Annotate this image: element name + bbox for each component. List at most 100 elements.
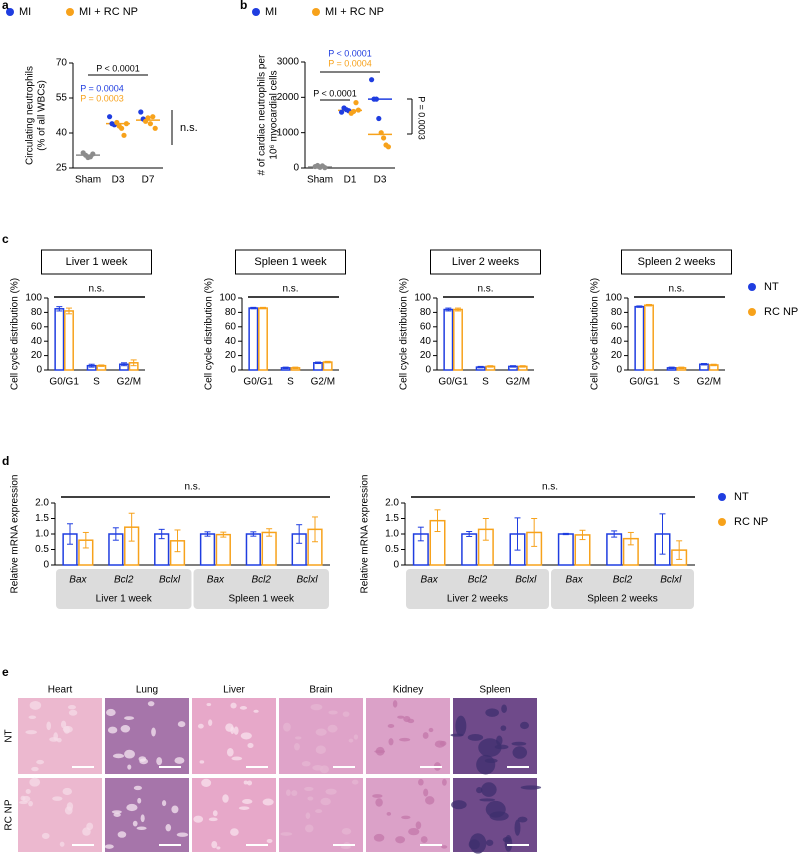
tissue-texture (111, 810, 122, 814)
tissue-texture (216, 846, 221, 850)
tissue-texture (479, 798, 496, 802)
y-tick-label: 0 (43, 560, 49, 571)
tissue-texture (301, 761, 311, 767)
y-tick-label: 20 (611, 350, 623, 361)
column-label: Spleen (479, 685, 510, 696)
histology-image (366, 698, 450, 774)
x-tick-label: Bax (207, 575, 225, 586)
y-tick-label: 1.0 (35, 529, 49, 540)
y-tick-label: 0 (230, 365, 236, 376)
tissue-texture (517, 816, 528, 823)
x-tick-label: Bcl2 (613, 575, 633, 586)
tissue-texture (372, 794, 383, 798)
tissue-texture (420, 836, 428, 844)
data-point (355, 107, 361, 113)
x-tick-label: Bclxl (159, 575, 181, 586)
data-point (373, 96, 379, 102)
tissue-texture (353, 734, 359, 740)
annotation: P = 0.0004 (80, 83, 124, 93)
tissue-texture (439, 740, 447, 746)
annotation: n.s. (477, 284, 493, 295)
tissue-texture (283, 722, 291, 732)
x-tick-label: G2/M (117, 377, 141, 388)
annotation: P = 0.0003 (417, 96, 427, 140)
tissue-texture (31, 766, 39, 772)
tissue-texture (104, 844, 114, 849)
y-tick-label: 20 (31, 350, 43, 361)
tissue-texture (151, 727, 156, 737)
y-tick-label: 80 (611, 307, 623, 318)
annotation: n.s. (180, 122, 198, 134)
tissue-texture (415, 821, 422, 830)
tissue-texture (231, 756, 243, 761)
tissue-texture (387, 724, 395, 728)
y-tick-label: 0 (293, 163, 299, 174)
legend-label: MI + RC NP (79, 6, 138, 18)
y-tick-label: 55 (56, 93, 68, 104)
data-point (351, 108, 357, 115)
x-tick-label: G2/M (311, 377, 335, 388)
tissue-texture (62, 787, 72, 796)
legend-label: RC NP (764, 306, 798, 318)
panel-label: e (2, 665, 9, 679)
bar (443, 308, 454, 371)
tissue-texture (484, 758, 498, 764)
bar (557, 533, 574, 566)
tissue-texture (25, 730, 38, 735)
data-point (369, 77, 375, 83)
bar (606, 533, 623, 566)
tissue-texture (310, 703, 323, 711)
bar (644, 304, 654, 371)
tissue-texture (342, 711, 350, 717)
tissue-texture (113, 812, 121, 817)
x-tick-label: Bax (69, 575, 87, 586)
group-box (56, 569, 192, 609)
tissue-texture (22, 795, 31, 803)
title-box (430, 249, 541, 275)
tissue-texture (176, 832, 189, 837)
tissue-texture (222, 794, 229, 803)
legend-marker (748, 308, 756, 316)
tissue-texture (485, 708, 499, 717)
tissue-texture (504, 835, 513, 852)
annotation: P = 0.0004 (328, 58, 372, 68)
tissue-texture (373, 833, 385, 842)
y-axis-label: Relative mRNA expression (360, 475, 371, 594)
y-tick-label: 40 (420, 336, 432, 347)
y-tick-label: 60 (225, 321, 237, 332)
data-point (90, 151, 96, 157)
tissue-texture (126, 803, 138, 812)
tissue-texture (320, 797, 331, 806)
y-tick-label: 2.0 (385, 498, 399, 509)
tissue-texture (397, 715, 405, 719)
chart-title: Liver 1 week (66, 256, 128, 268)
tissue-texture (305, 812, 311, 819)
histology-image (279, 698, 363, 774)
tissue-texture (120, 725, 131, 733)
x-tick-label: S (93, 377, 100, 388)
data-point (353, 100, 359, 106)
tissue-texture (41, 832, 50, 839)
tissue-texture (36, 759, 45, 765)
tissue-texture (28, 715, 37, 719)
group-label: Spleen 2 weeks (587, 594, 658, 605)
y-tick-label: 25 (56, 163, 68, 174)
x-tick-label: Bclxl (515, 575, 537, 586)
bar (54, 308, 65, 371)
tissue-texture (388, 738, 394, 746)
tissue-texture (242, 799, 253, 805)
tissue-texture (174, 757, 185, 764)
tissue-texture (67, 705, 76, 710)
tissue-texture (423, 788, 429, 797)
histology-image (279, 778, 363, 852)
legend-marker (718, 493, 726, 501)
x-tick-label: S (287, 377, 294, 388)
y-axis-label: # of cardiac neutrophils per (257, 54, 268, 175)
tissue-texture (467, 734, 484, 741)
y-tick-label: 60 (611, 321, 623, 332)
y-axis-label: Cell cycle distribution (%) (10, 278, 21, 390)
tissue-texture (476, 754, 496, 775)
tissue-texture (240, 732, 252, 740)
y-tick-label: 0 (393, 560, 399, 571)
tissue-texture (442, 778, 447, 786)
